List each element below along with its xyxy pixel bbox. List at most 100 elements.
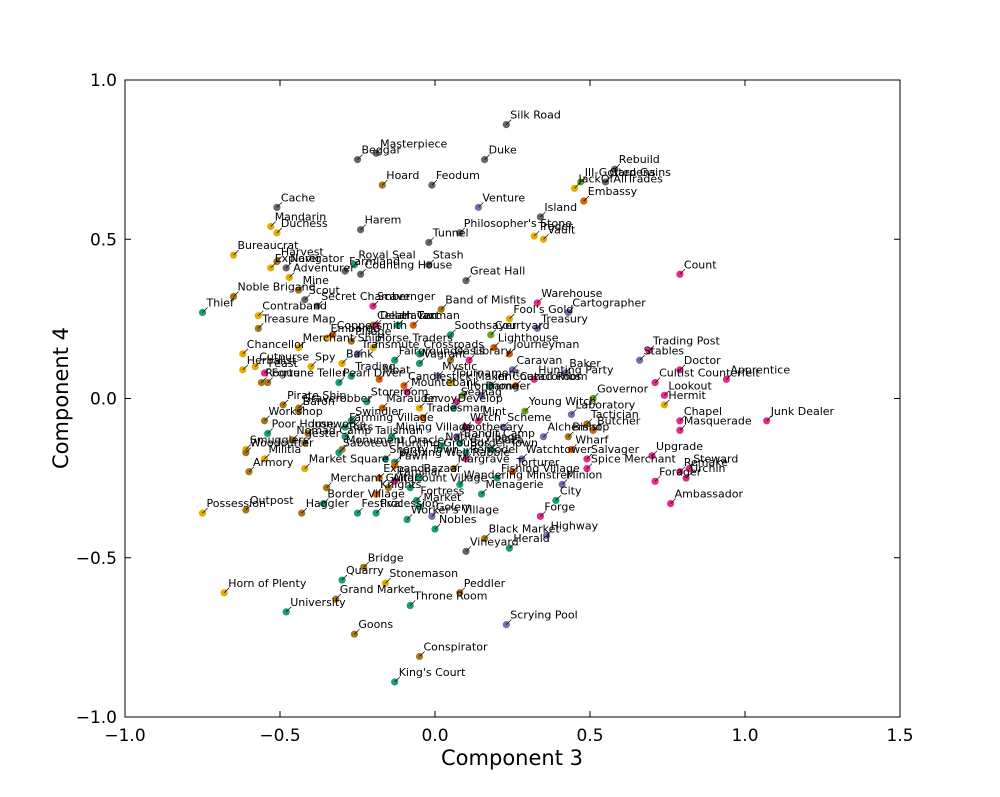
point-label: Warehouse	[541, 287, 602, 300]
label-leader-line	[357, 507, 363, 514]
point-label: Remodel	[470, 443, 518, 456]
point-label: Black Market	[489, 523, 561, 536]
label-leader-line	[419, 472, 425, 479]
label-leader-line	[245, 504, 252, 511]
label-leader-line	[394, 476, 400, 482]
label-leader-line	[586, 453, 593, 460]
point-label: Catacombs	[520, 370, 582, 383]
point-label: Festival	[362, 497, 404, 510]
label-leader-line	[413, 319, 419, 326]
point-label: Bridge	[368, 551, 404, 564]
label-leader-line	[360, 269, 366, 275]
label-leader-line	[490, 444, 497, 450]
point-label: Treasure Map	[261, 312, 335, 325]
point-label: Ambassador	[675, 488, 744, 501]
point-label: Border Village	[327, 488, 405, 501]
point-label: Altar	[393, 472, 420, 485]
label-leader-line	[282, 399, 289, 406]
point-label: Urchin	[690, 462, 725, 475]
label-leader-line	[561, 479, 568, 485]
point-label: Fishing Village	[501, 462, 580, 475]
point-label: Candlestick Maker Council Room	[408, 370, 588, 383]
x-tick-label: −0.5	[259, 726, 300, 746]
label-leader-line	[270, 221, 276, 227]
label-leader-line	[459, 437, 466, 444]
label-leader-line	[509, 542, 515, 549]
point-label: Hoard	[386, 169, 419, 182]
x-tick-label: 0.5	[576, 726, 603, 746]
point-label: Hunting Party	[538, 363, 614, 376]
point-label: Wishing Well Rabble	[399, 446, 511, 459]
label-leader-line	[292, 434, 298, 441]
label-leader-line	[484, 154, 490, 160]
point-label: Margrave	[458, 453, 510, 466]
label-leader-line	[521, 453, 528, 460]
point-label: Gardens	[610, 166, 656, 179]
point-label: Baker	[569, 357, 601, 370]
label-leader-line	[453, 463, 459, 469]
label-leader-line	[394, 676, 400, 683]
label-leader-line	[459, 227, 466, 234]
point-label: Vagrant	[424, 347, 468, 360]
label-leader-line	[459, 587, 466, 594]
point-label: Count	[684, 258, 717, 271]
point-label: III-Gotten Gains	[585, 166, 672, 179]
label-leader-line	[385, 453, 391, 460]
point-label: Crossroads	[424, 338, 485, 351]
label-leader-line	[202, 507, 208, 514]
label-leader-line	[540, 211, 546, 218]
label-leader-line	[648, 345, 655, 351]
label-leader-line	[304, 463, 311, 469]
label-leader-line	[440, 441, 447, 447]
label-leader-line	[481, 390, 487, 396]
label-leader-line	[375, 319, 382, 326]
point-label: Golem	[436, 500, 472, 513]
label-leader-line	[258, 310, 264, 316]
point-label: Knights	[380, 478, 422, 491]
point-label: Mystic	[442, 360, 477, 373]
point-label: Throne Room	[413, 590, 487, 603]
label-leader-line	[419, 651, 425, 657]
x-tick-label: 1.5	[886, 726, 913, 746]
x-tick-label: 0.0	[421, 726, 448, 746]
point-label: Governor	[597, 383, 649, 396]
label-leader-line	[440, 304, 447, 310]
point-label: Contraband	[262, 300, 327, 313]
point-label: Masquerade	[684, 414, 752, 427]
point-label: Apothecary	[461, 421, 525, 434]
x-axis-label: Component 3	[441, 746, 583, 770]
label-leader-line	[450, 377, 456, 383]
label-leader-line	[685, 472, 692, 479]
point-label: Nobles	[439, 513, 477, 526]
label-leader-line	[419, 358, 425, 364]
point-label: Feast	[269, 357, 299, 370]
point-label: Library	[473, 344, 512, 357]
label-leader-line	[431, 179, 438, 186]
label-leader-line	[490, 380, 497, 387]
label-leader-line	[267, 377, 273, 383]
label-leader-line	[639, 355, 645, 361]
point-label: Minion	[566, 468, 602, 481]
label-leader-line	[276, 256, 283, 262]
label-leader-line	[372, 300, 379, 307]
label-leader-line	[264, 415, 270, 422]
point-label: Cultist Counterfeit	[659, 367, 760, 380]
point-label: Familiar	[399, 465, 443, 478]
point-label: Caravan	[517, 354, 563, 367]
label-leader-line	[258, 323, 264, 329]
label-leader-line	[468, 355, 475, 361]
label-leader-line	[264, 453, 270, 460]
label-leader-line	[679, 364, 686, 371]
label-leader-line	[574, 183, 580, 189]
point-label: Transmute	[361, 338, 420, 351]
point-label: Mining Village	[396, 421, 473, 434]
point-label: Explorer	[275, 252, 321, 265]
label-leader-line	[357, 348, 363, 355]
y-tick-label: 0.0	[90, 390, 117, 410]
point-label: Island	[544, 201, 577, 214]
point-label: Witch	[470, 411, 501, 424]
point-label: Bishop	[572, 421, 609, 434]
point-label: Hermit	[668, 389, 706, 402]
point-label: Tactician	[590, 408, 639, 421]
